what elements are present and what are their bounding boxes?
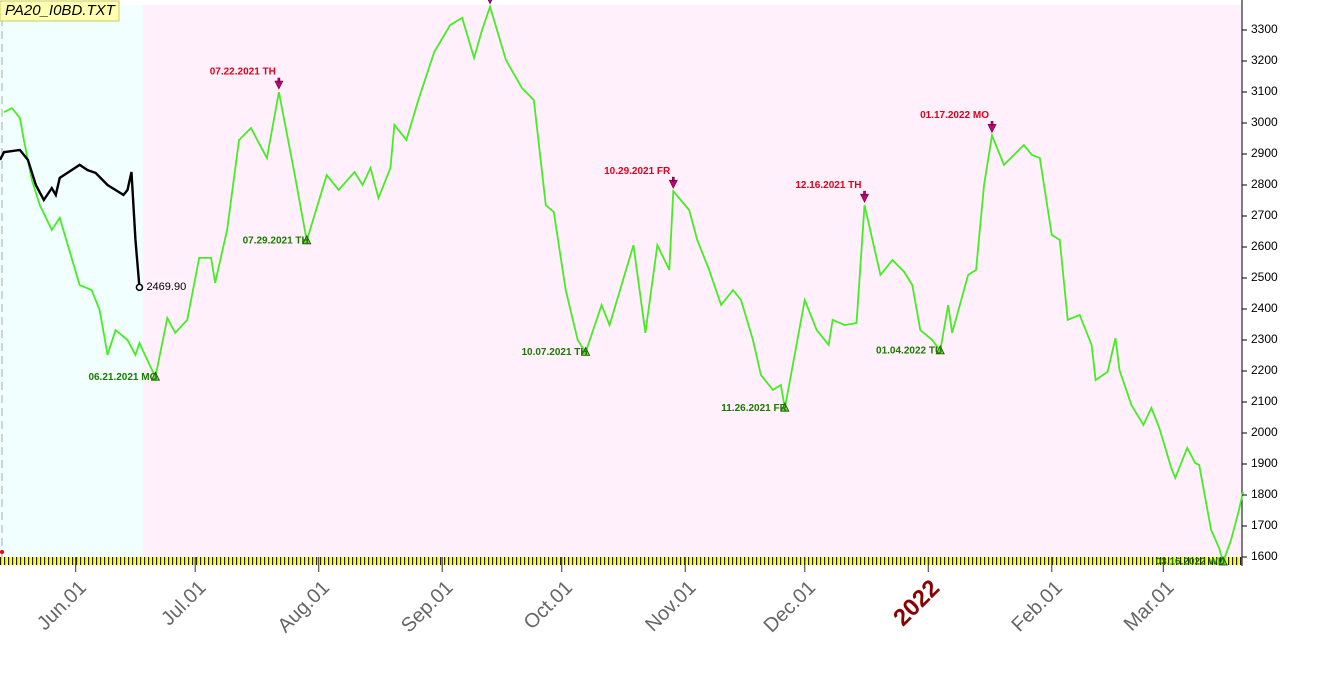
history-region — [0, 5, 143, 557]
low-marker — [780, 402, 790, 412]
x-tick-label: Oct.01 — [520, 577, 577, 634]
current-region — [143, 5, 1242, 557]
series-line — [3, 3, 1244, 565]
low-marker — [150, 371, 161, 381]
minor-ticks — [0, 557, 1242, 565]
series-line — [0, 148, 141, 288]
y-tick-label: 1800 — [1251, 487, 1278, 501]
annotation: 06.21.2021 MO — [88, 372, 157, 383]
annotation: 01.17.2022 MO — [920, 110, 989, 121]
low-marker — [935, 344, 945, 355]
y-tick-label: 2000 — [1251, 425, 1278, 439]
high-marker — [487, 0, 493, 5]
x-tick-label: 2022 — [888, 575, 945, 632]
annotation: 03.16.2022 WD — [1156, 557, 1226, 568]
x-tick-label: Jun.01 — [33, 577, 91, 635]
value-label: 2469.90 — [146, 281, 186, 293]
chart-title: PA20_I0BD.TXT — [5, 2, 117, 19]
low-marker — [1218, 556, 1228, 566]
y-tick-label: 2200 — [1251, 363, 1278, 377]
annotation: 12.16.2021 TH — [795, 180, 861, 191]
annotation: 07.29.2021 TH — [243, 235, 309, 246]
annotation: 11.26.2021 FR — [721, 403, 787, 414]
title-box — [0, 0, 120, 22]
x-tick-label: Dec.01 — [760, 577, 820, 637]
y-tick-label: 2500 — [1251, 270, 1278, 284]
y-tick-label: 1600 — [1251, 549, 1278, 563]
y-tick-label: 1900 — [1251, 456, 1278, 470]
annotation: 01.04.2022 TU — [876, 345, 942, 356]
plot: 2469.90 — [0, 3, 1244, 565]
y-tick-label: 2600 — [1251, 239, 1278, 253]
y-tick-label: 2400 — [1251, 301, 1278, 315]
y-tick-label: 2900 — [1251, 146, 1278, 160]
x-tick-label: Aug.01 — [274, 577, 334, 637]
y-tick-label: 3200 — [1251, 53, 1278, 67]
x-tick-label: Nov.01 — [641, 577, 700, 636]
high-marker — [274, 77, 284, 90]
y-tick-label: 2100 — [1251, 394, 1278, 408]
x-tick-label: Sep.01 — [397, 577, 457, 637]
x-tick-label: Feb.01 — [1007, 577, 1067, 637]
last-value-marker — [135, 283, 144, 292]
y-tick-label: 1700 — [1251, 518, 1278, 532]
x-tick-label: Mar.01 — [1120, 577, 1179, 636]
y-tick-label: 2800 — [1251, 177, 1278, 191]
y-tick-label: 2300 — [1251, 332, 1278, 346]
origin-dot — [0, 550, 4, 554]
y-tick-label: 3000 — [1251, 115, 1278, 129]
high-marker — [987, 121, 997, 134]
annotation: 10.07.2021 TH — [521, 347, 587, 358]
y-tick-label: 3100 — [1251, 84, 1278, 98]
annotation: 07.22.2021 TH — [210, 67, 276, 78]
low-marker — [302, 234, 312, 245]
y-tick-label: 2700 — [1251, 208, 1278, 222]
high-marker — [860, 190, 870, 203]
annotation: 10.29.2021 FR — [604, 166, 671, 177]
x-tick-label: Jul.01 — [157, 577, 210, 630]
low-marker — [580, 346, 591, 356]
high-marker — [668, 176, 678, 189]
y-tick-label: 3300 — [1251, 22, 1278, 36]
